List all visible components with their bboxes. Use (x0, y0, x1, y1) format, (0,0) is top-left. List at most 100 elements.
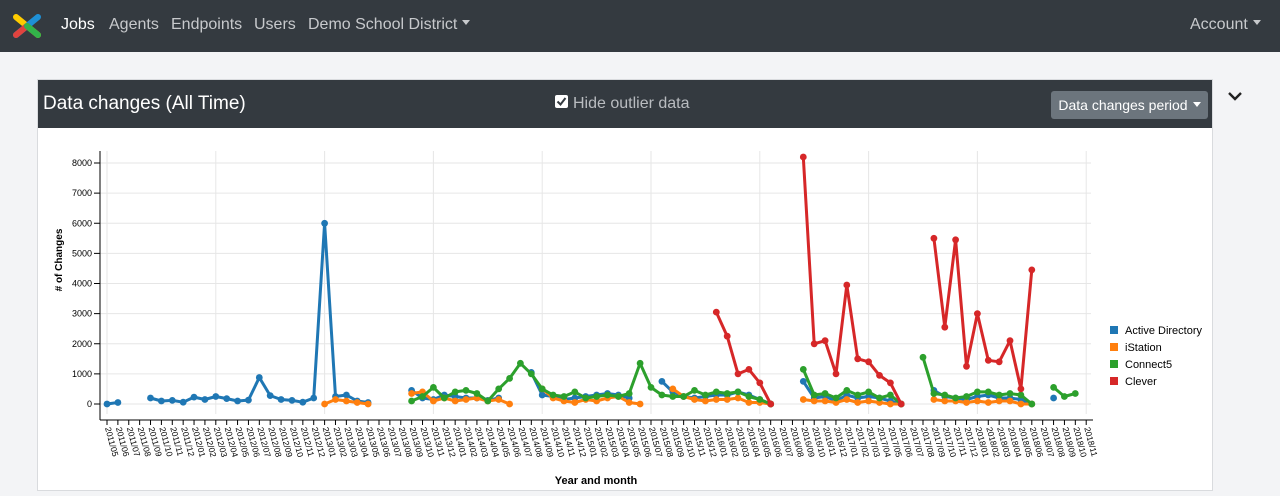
legend-swatch-istation (1110, 343, 1118, 351)
data-point-connect5 (843, 387, 851, 394)
legend-label-active-directory: Active Directory (1125, 325, 1203, 337)
data-point-istation (669, 385, 677, 393)
data-point-istation (506, 400, 513, 408)
data-point-clever (821, 337, 829, 345)
series-line-istation (541, 387, 641, 406)
data-point-active-directory (299, 398, 307, 406)
data-point-istation (974, 397, 981, 405)
data-point-istation (865, 397, 872, 405)
data-point-active-directory (223, 395, 231, 402)
data-point-connect5 (440, 394, 448, 402)
data-point-connect5 (1028, 400, 1036, 408)
data-point-istation (843, 396, 851, 403)
series-line-istation (411, 390, 511, 406)
data-point-active-directory (343, 391, 350, 399)
data-point-connect5 (756, 396, 764, 403)
data-point-clever (832, 370, 840, 378)
data-point-istation (712, 396, 720, 403)
series-line-connect5 (411, 361, 772, 406)
data-point-clever (756, 379, 764, 387)
data-point-connect5 (963, 393, 970, 400)
data-point-connect5 (593, 393, 600, 400)
data-point-connect5 (1050, 384, 1057, 391)
data-point-clever (843, 281, 851, 289)
chevron-down-icon (462, 20, 471, 26)
data-point-connect5 (1017, 391, 1025, 399)
data-point-connect5 (680, 393, 687, 400)
account-dropdown[interactable]: Account (1190, 16, 1261, 34)
data-point-istation (332, 396, 339, 403)
data-point-clever (745, 366, 753, 373)
data-point-connect5 (952, 394, 959, 402)
data-point-connect5 (430, 384, 437, 391)
card-title: Data changes (All Time) (43, 93, 246, 114)
data-point-istation (571, 399, 579, 406)
data-point-connect5 (658, 391, 666, 399)
hide-outlier-toggle[interactable]: Hide outlier data (555, 95, 690, 113)
data-point-connect5 (799, 366, 807, 373)
data-point-active-directory (799, 378, 807, 385)
data-point-connect5 (473, 390, 481, 397)
data-point-connect5 (865, 388, 872, 396)
data-point-active-directory (103, 400, 111, 408)
data-point-active-directory (234, 397, 242, 405)
data-point-active-directory (321, 219, 328, 227)
data-point-active-directory (190, 393, 198, 401)
data-point-connect5 (821, 390, 829, 397)
navbar: Jobs Agents Endpoints Users Demo School … (0, 0, 1280, 52)
y-axis-title: # of Changes (54, 228, 65, 291)
data-point-clever (963, 362, 970, 370)
data-point-connect5 (734, 388, 742, 396)
data-point-istation (810, 397, 818, 405)
nav-users[interactable]: Users (254, 16, 296, 33)
data-point-connect5 (451, 388, 459, 396)
data-point-connect5 (408, 397, 415, 405)
data-point-connect5 (887, 391, 894, 399)
data-changes-period-button[interactable]: Data changes period (1051, 91, 1208, 119)
nav-agents[interactable]: Agents (109, 16, 159, 33)
data-point-clever (941, 323, 949, 331)
data-point-istation (1006, 397, 1014, 405)
data-point-clever (1017, 385, 1025, 393)
series-line-clever (932, 238, 1034, 391)
district-dropdown[interactable]: Demo School District (308, 16, 471, 34)
data-point-clever (1006, 337, 1014, 345)
data-point-connect5 (560, 393, 568, 400)
nav-jobs[interactable]: Jobs (61, 16, 95, 33)
nav-endpoints[interactable]: Endpoints (171, 16, 243, 33)
series-line-istation (933, 398, 1032, 406)
data-point-istation (636, 400, 644, 408)
data-point-istation (343, 397, 350, 405)
data-point-connect5 (745, 393, 753, 400)
data-point-active-directory (310, 394, 318, 402)
collapse-chevron-icon[interactable] (1227, 90, 1243, 102)
outlier-label: Hide outlier data (573, 95, 690, 112)
data-point-active-directory (147, 394, 154, 402)
data-point-istation (723, 396, 731, 403)
data-point-istation (745, 399, 753, 406)
data-point-istation (854, 399, 862, 406)
data-point-active-directory (277, 396, 285, 403)
data-point-istation (995, 397, 1003, 405)
data-changes-chart: 0100020003000400050006000700080002011/05… (54, 151, 1203, 487)
data-point-connect5 (484, 397, 492, 405)
y-tick-label: 7000 (72, 188, 92, 198)
y-tick-label: 0 (87, 399, 92, 409)
data-point-clever (810, 340, 818, 348)
data-point-connect5 (647, 384, 655, 391)
outlier-checkbox[interactable] (555, 95, 568, 109)
data-point-clever (887, 379, 894, 387)
data-point-connect5 (702, 391, 709, 399)
data-point-connect5 (462, 387, 470, 394)
data-point-istation (963, 399, 970, 406)
data-point-active-directory (245, 396, 252, 404)
y-tick-label: 2000 (72, 339, 92, 349)
data-point-connect5 (930, 390, 938, 397)
y-tick-label: 3000 (72, 309, 92, 319)
data-point-istation (353, 399, 361, 406)
data-point-clever (799, 153, 807, 161)
data-point-connect5 (810, 391, 818, 399)
logo-icon[interactable] (12, 11, 42, 41)
data-point-clever (712, 308, 720, 316)
data-point-connect5 (1006, 390, 1014, 397)
